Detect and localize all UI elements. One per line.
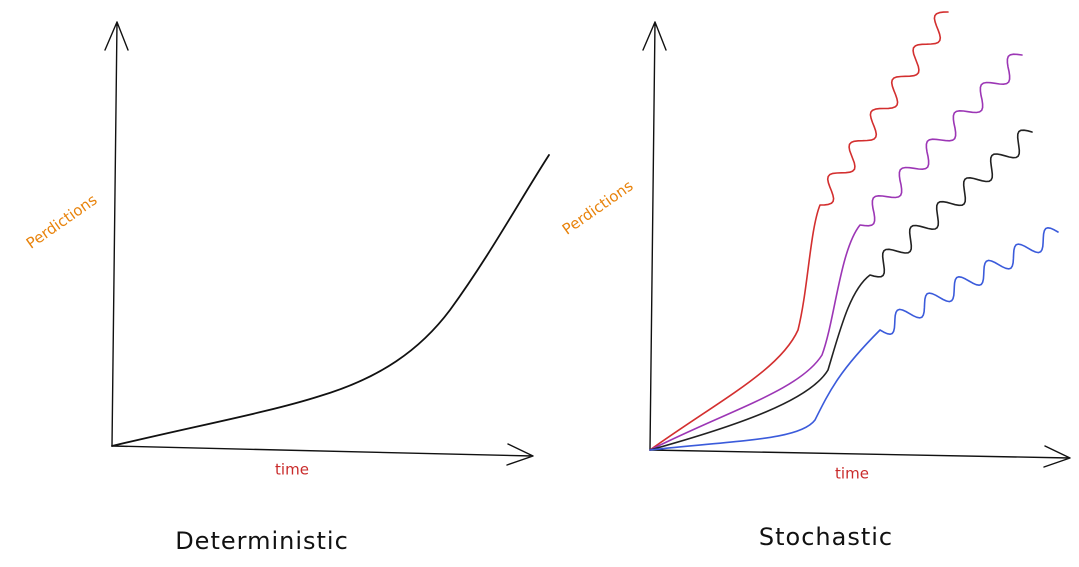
curve — [649, 11, 949, 451]
x-label: time — [275, 461, 309, 479]
caption: Deterministic — [175, 527, 349, 555]
curve — [649, 129, 1033, 451]
curve — [649, 53, 1023, 451]
deterministic-panel: Perdictions time Deterministic — [23, 21, 550, 555]
y-label: Perdictions — [559, 177, 637, 239]
x-axis — [649, 445, 1071, 468]
y-axis — [104, 21, 129, 447]
y-axis — [642, 21, 667, 451]
x-axis — [111, 443, 534, 466]
caption: Stochastic — [759, 523, 893, 551]
y-label: Perdictions — [23, 191, 101, 253]
x-label: time — [835, 465, 869, 483]
curve — [649, 227, 1059, 451]
stochastic-panel: Perdictions time Stochastic — [559, 11, 1071, 551]
curve — [111, 154, 550, 447]
